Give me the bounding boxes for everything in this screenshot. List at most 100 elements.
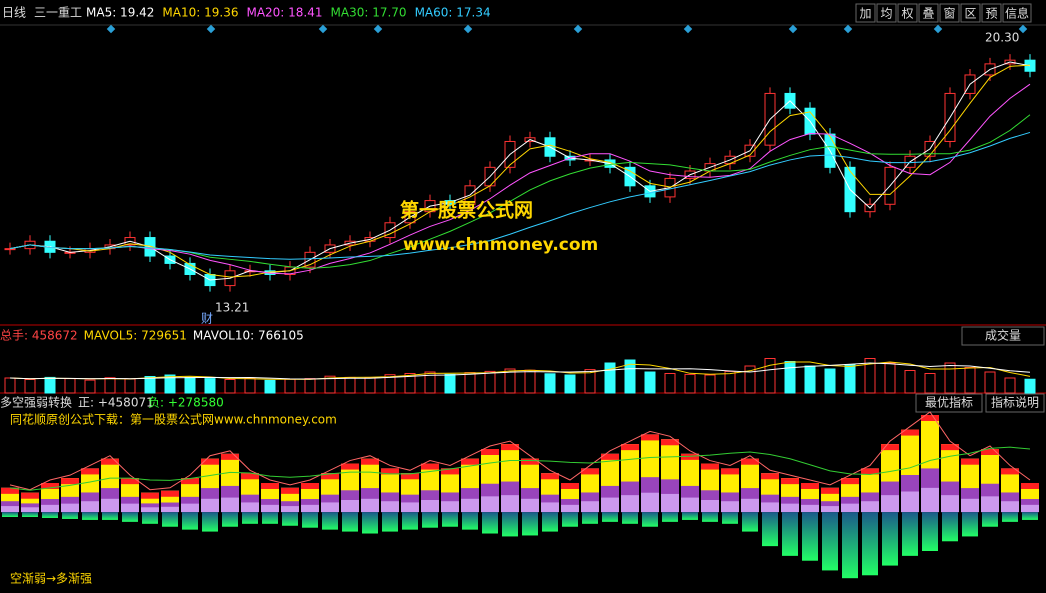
negative-bar bbox=[982, 512, 998, 527]
positive-bar bbox=[881, 444, 899, 513]
positive-bar bbox=[661, 439, 679, 513]
volume-bar bbox=[904, 370, 916, 394]
positive-bar bbox=[341, 463, 359, 513]
negative-bar bbox=[462, 512, 478, 530]
volume-bar bbox=[184, 376, 196, 394]
volume-bar bbox=[4, 377, 16, 394]
bar-part bbox=[601, 453, 619, 460]
ma-line bbox=[9, 61, 1031, 281]
toolbar-label[interactable]: 预 bbox=[985, 7, 997, 21]
toolbar-label[interactable]: 权 bbox=[901, 7, 913, 21]
volume-bar bbox=[684, 373, 696, 394]
negative-bar bbox=[622, 512, 638, 524]
volume-bar bbox=[704, 374, 716, 394]
bar-part bbox=[201, 458, 219, 465]
toolbar-label[interactable]: 加 bbox=[859, 7, 871, 21]
positive-bar bbox=[421, 463, 439, 513]
toolbar-button[interactable] bbox=[855, 3, 876, 23]
panel-button-label[interactable]: 成交量 bbox=[985, 328, 1021, 343]
panel-button-label[interactable]: 指标说明 bbox=[991, 395, 1039, 410]
bar-part bbox=[661, 439, 679, 480]
negative-bar bbox=[782, 512, 798, 556]
negative-bar bbox=[802, 512, 818, 561]
volume-bar bbox=[924, 373, 936, 394]
volume-bar bbox=[664, 373, 676, 394]
bar-part bbox=[221, 453, 239, 460]
negative-bar bbox=[162, 512, 178, 527]
toolbar-button[interactable] bbox=[939, 3, 960, 23]
toolbar-button[interactable] bbox=[876, 3, 897, 23]
positive-bar bbox=[141, 492, 159, 513]
volume-bar bbox=[544, 373, 556, 394]
toolbar-button[interactable] bbox=[981, 3, 1002, 23]
bar-part bbox=[161, 490, 179, 497]
negative-bar bbox=[342, 512, 358, 532]
volume-bar bbox=[424, 371, 436, 394]
positive-bar bbox=[221, 453, 239, 513]
volume-bar bbox=[744, 365, 756, 394]
volume-bar bbox=[44, 376, 56, 394]
volume-bar bbox=[84, 379, 96, 394]
bar-part bbox=[741, 458, 759, 465]
positive-bar bbox=[761, 473, 779, 513]
negative-bar bbox=[902, 512, 918, 556]
toolbar-button[interactable] bbox=[918, 3, 939, 23]
positive-bar bbox=[741, 458, 759, 513]
bar-part bbox=[701, 463, 719, 470]
volume-bar bbox=[484, 370, 496, 394]
low-label: 13.21 bbox=[215, 301, 249, 315]
positive-bar bbox=[61, 478, 79, 513]
bar-part bbox=[61, 478, 79, 485]
toolbar-label[interactable]: 区 bbox=[964, 7, 976, 21]
negative-bar bbox=[562, 512, 578, 527]
toolbar-label[interactable]: 叠 bbox=[922, 7, 934, 21]
bar-part bbox=[21, 492, 39, 499]
bar-part bbox=[221, 453, 239, 486]
negative-bar bbox=[422, 512, 438, 528]
bar-part bbox=[701, 463, 719, 491]
negative-bar bbox=[942, 512, 958, 542]
bar-part bbox=[141, 492, 159, 499]
bar-part bbox=[301, 483, 319, 489]
negative-bar bbox=[482, 512, 498, 534]
mavol-line bbox=[9, 362, 1031, 380]
panel-button[interactable] bbox=[915, 393, 983, 413]
volume-bar bbox=[644, 371, 656, 394]
toolbar-label[interactable]: 均 bbox=[880, 7, 892, 21]
toolbar-button[interactable] bbox=[1002, 3, 1032, 23]
bar-part bbox=[321, 473, 339, 480]
volume-bar bbox=[724, 370, 736, 394]
negative-bar bbox=[262, 512, 278, 524]
toolbar-button[interactable] bbox=[960, 3, 981, 23]
positive-bar bbox=[241, 473, 259, 513]
toolbar-label[interactable]: 窗 bbox=[943, 7, 955, 21]
volume-bar bbox=[864, 358, 876, 394]
negative-bar bbox=[282, 512, 298, 526]
bar-part bbox=[681, 453, 699, 486]
positive-bar bbox=[641, 434, 659, 513]
panel-button-label[interactable]: 最优指标 bbox=[925, 395, 973, 410]
bar-part bbox=[281, 487, 299, 494]
toolbar-button[interactable] bbox=[897, 3, 918, 23]
bar-part bbox=[481, 449, 499, 484]
bar-part bbox=[461, 458, 479, 489]
bar-part bbox=[181, 478, 199, 485]
volume-bar bbox=[24, 379, 36, 394]
negative-bar bbox=[682, 512, 698, 520]
toolbar-label[interactable]: 信息 bbox=[1005, 6, 1029, 21]
panel-button[interactable] bbox=[985, 393, 1045, 413]
candle bbox=[4, 248, 16, 251]
mavol-line bbox=[9, 361, 1031, 380]
positive-bar bbox=[81, 468, 99, 513]
volume-bar bbox=[504, 368, 516, 394]
panel-button[interactable] bbox=[961, 326, 1045, 346]
negative-bar bbox=[322, 512, 338, 530]
bar-part bbox=[121, 478, 139, 485]
volume-bar bbox=[404, 373, 416, 394]
volume-bar bbox=[984, 371, 996, 394]
negative-bar bbox=[582, 512, 598, 524]
bar-part bbox=[901, 429, 919, 436]
positive-bar bbox=[801, 483, 819, 513]
bar-part bbox=[721, 468, 739, 475]
bar-part bbox=[841, 478, 859, 485]
